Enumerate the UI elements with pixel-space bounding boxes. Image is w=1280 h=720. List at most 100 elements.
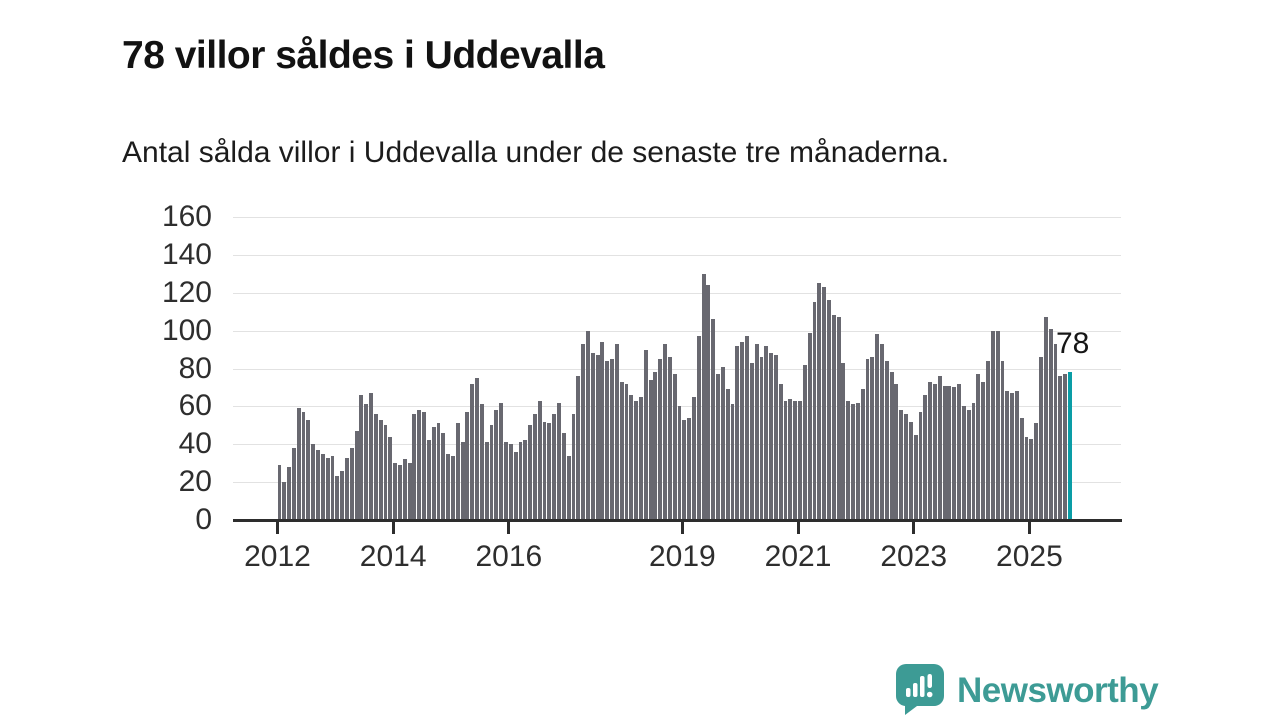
bar xyxy=(981,381,986,520)
gridline xyxy=(233,482,1121,484)
bar xyxy=(793,400,798,520)
y-tick-label: 160 xyxy=(161,200,212,233)
bar xyxy=(836,317,841,520)
bar xyxy=(986,360,990,520)
bar xyxy=(634,400,639,520)
gridline xyxy=(233,217,1121,218)
bar xyxy=(436,423,441,520)
bar xyxy=(639,396,643,520)
bar xyxy=(966,410,971,520)
bar xyxy=(373,413,378,520)
bar xyxy=(995,330,1000,520)
bar xyxy=(908,421,913,520)
bar xyxy=(658,359,663,520)
bar xyxy=(499,402,504,520)
bar xyxy=(571,413,576,520)
bar xyxy=(296,408,301,520)
bar xyxy=(812,302,817,520)
bar xyxy=(320,453,325,520)
bar xyxy=(335,476,340,520)
bar xyxy=(402,459,407,520)
bar xyxy=(412,413,417,520)
y-tick-label: 80 xyxy=(178,351,212,385)
bar xyxy=(672,374,677,520)
bar xyxy=(393,463,398,520)
bar xyxy=(1029,438,1034,520)
bar xyxy=(441,432,446,520)
x-tick xyxy=(680,521,684,534)
bar xyxy=(1010,393,1015,520)
bar xyxy=(667,357,672,520)
bar xyxy=(340,470,345,520)
bar xyxy=(330,455,335,520)
bar xyxy=(1053,343,1058,520)
x-tick-label: 2021 xyxy=(764,540,832,573)
plot-area xyxy=(233,217,1121,520)
bar xyxy=(465,412,470,520)
bar xyxy=(692,396,696,520)
bar xyxy=(855,402,860,520)
gridline xyxy=(233,368,1121,370)
y-tick-label: 120 xyxy=(161,275,212,309)
y-tick-label: 100 xyxy=(161,313,212,347)
bar xyxy=(663,343,667,520)
bar xyxy=(417,410,422,520)
bar xyxy=(735,345,740,520)
bar xyxy=(952,387,957,520)
bar xyxy=(933,383,937,520)
bar xyxy=(687,417,692,520)
bar xyxy=(778,383,783,520)
bar xyxy=(696,336,701,520)
bar xyxy=(629,395,634,520)
bar xyxy=(918,412,923,520)
bar xyxy=(788,398,793,520)
bar xyxy=(306,419,311,520)
x-tick xyxy=(276,521,279,534)
bar xyxy=(585,330,590,520)
gridline xyxy=(233,292,1121,294)
bar xyxy=(537,400,542,520)
bar xyxy=(648,379,653,520)
bar xyxy=(422,412,426,520)
bar xyxy=(1063,374,1068,520)
bar xyxy=(1043,317,1048,520)
gridline xyxy=(233,444,1121,446)
bar xyxy=(301,412,306,520)
bar xyxy=(383,425,388,520)
bar xyxy=(359,395,364,520)
y-tick-label: 20 xyxy=(178,465,212,499)
bar xyxy=(860,389,865,520)
bar xyxy=(311,444,316,520)
bar xyxy=(552,413,557,520)
bar xyxy=(851,404,855,520)
bar xyxy=(484,442,489,520)
bar xyxy=(479,404,484,520)
brand-name: Newsworthy xyxy=(957,671,1159,710)
bar xyxy=(865,359,870,520)
bar xyxy=(947,385,952,520)
bar xyxy=(277,465,282,520)
bar xyxy=(957,383,961,520)
bar xyxy=(344,457,349,520)
bar xyxy=(528,425,533,520)
bar xyxy=(364,404,369,520)
bar xyxy=(1024,436,1029,520)
bar xyxy=(1005,391,1010,520)
x-tick xyxy=(391,521,395,534)
bar xyxy=(1014,391,1019,520)
bar xyxy=(976,374,981,520)
bar xyxy=(841,362,846,520)
x-tick xyxy=(507,521,511,534)
bar xyxy=(1000,360,1005,520)
y-tick-label: 60 xyxy=(178,389,212,423)
bar xyxy=(880,343,884,520)
bar xyxy=(653,372,658,520)
bar xyxy=(349,448,354,520)
bar xyxy=(542,421,547,520)
bar xyxy=(282,482,287,520)
bar xyxy=(643,349,648,520)
bar xyxy=(716,374,720,520)
x-tick-label: 2016 xyxy=(475,540,543,573)
bar xyxy=(446,453,451,520)
bar xyxy=(1019,417,1024,520)
